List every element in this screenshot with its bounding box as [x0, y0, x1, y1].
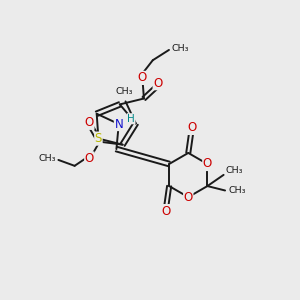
- Text: S: S: [95, 132, 102, 145]
- Text: O: O: [85, 116, 94, 129]
- Text: O: O: [203, 158, 212, 170]
- Text: H: H: [127, 114, 135, 124]
- Text: CH₃: CH₃: [39, 154, 56, 163]
- Text: CH₃: CH₃: [171, 44, 189, 53]
- Text: O: O: [184, 190, 193, 204]
- Text: O: O: [161, 205, 170, 218]
- Text: O: O: [187, 122, 196, 134]
- Text: CH₃: CH₃: [228, 186, 245, 195]
- Text: N: N: [114, 118, 123, 130]
- Text: CH₃: CH₃: [226, 166, 243, 175]
- Text: O: O: [138, 71, 147, 84]
- Text: O: O: [153, 77, 162, 90]
- Text: O: O: [85, 152, 94, 165]
- Text: CH₃: CH₃: [115, 87, 133, 96]
